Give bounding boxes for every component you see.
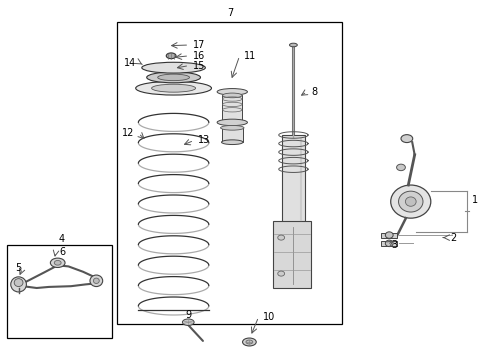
Ellipse shape <box>93 278 99 284</box>
Ellipse shape <box>151 84 195 92</box>
Ellipse shape <box>385 232 392 238</box>
Text: 14: 14 <box>123 58 136 68</box>
Bar <box>117 22 342 324</box>
Ellipse shape <box>385 240 392 247</box>
Bar <box>381 241 396 246</box>
Text: 8: 8 <box>310 87 317 97</box>
Ellipse shape <box>136 81 211 95</box>
Text: 3: 3 <box>390 240 397 250</box>
Ellipse shape <box>277 271 284 276</box>
Ellipse shape <box>166 53 176 59</box>
Ellipse shape <box>222 93 242 98</box>
Text: 6: 6 <box>60 247 66 257</box>
Bar <box>281 135 305 223</box>
Bar <box>221 127 243 142</box>
Text: 11: 11 <box>243 51 255 61</box>
Ellipse shape <box>146 72 200 83</box>
Ellipse shape <box>398 191 422 212</box>
Text: 15: 15 <box>193 60 205 71</box>
Bar <box>222 95 242 122</box>
Ellipse shape <box>90 275 102 287</box>
Bar <box>7 245 112 338</box>
Text: 1: 1 <box>471 195 477 205</box>
Text: 2: 2 <box>449 233 455 243</box>
Ellipse shape <box>157 74 189 81</box>
Ellipse shape <box>289 43 297 47</box>
Ellipse shape <box>217 119 247 126</box>
Ellipse shape <box>182 319 194 325</box>
Ellipse shape <box>242 338 256 346</box>
Ellipse shape <box>277 235 284 240</box>
Ellipse shape <box>50 258 65 267</box>
Ellipse shape <box>11 277 26 292</box>
Text: 17: 17 <box>193 40 205 50</box>
Text: 10: 10 <box>262 312 274 322</box>
Ellipse shape <box>221 140 243 145</box>
Text: 7: 7 <box>226 8 232 18</box>
Ellipse shape <box>245 340 252 344</box>
Bar <box>272 221 310 288</box>
Text: 4: 4 <box>59 234 65 244</box>
Ellipse shape <box>400 135 412 143</box>
Text: 9: 9 <box>185 310 191 320</box>
Ellipse shape <box>217 89 247 95</box>
Text: 12: 12 <box>122 128 134 138</box>
Ellipse shape <box>396 164 405 171</box>
Ellipse shape <box>220 125 244 130</box>
Bar <box>381 233 396 238</box>
Ellipse shape <box>142 62 205 73</box>
Ellipse shape <box>14 279 23 287</box>
Ellipse shape <box>390 185 430 218</box>
Text: 13: 13 <box>198 135 210 145</box>
Text: 5: 5 <box>16 263 21 273</box>
Ellipse shape <box>405 197 415 206</box>
Text: 16: 16 <box>193 51 205 61</box>
Ellipse shape <box>54 261 61 265</box>
